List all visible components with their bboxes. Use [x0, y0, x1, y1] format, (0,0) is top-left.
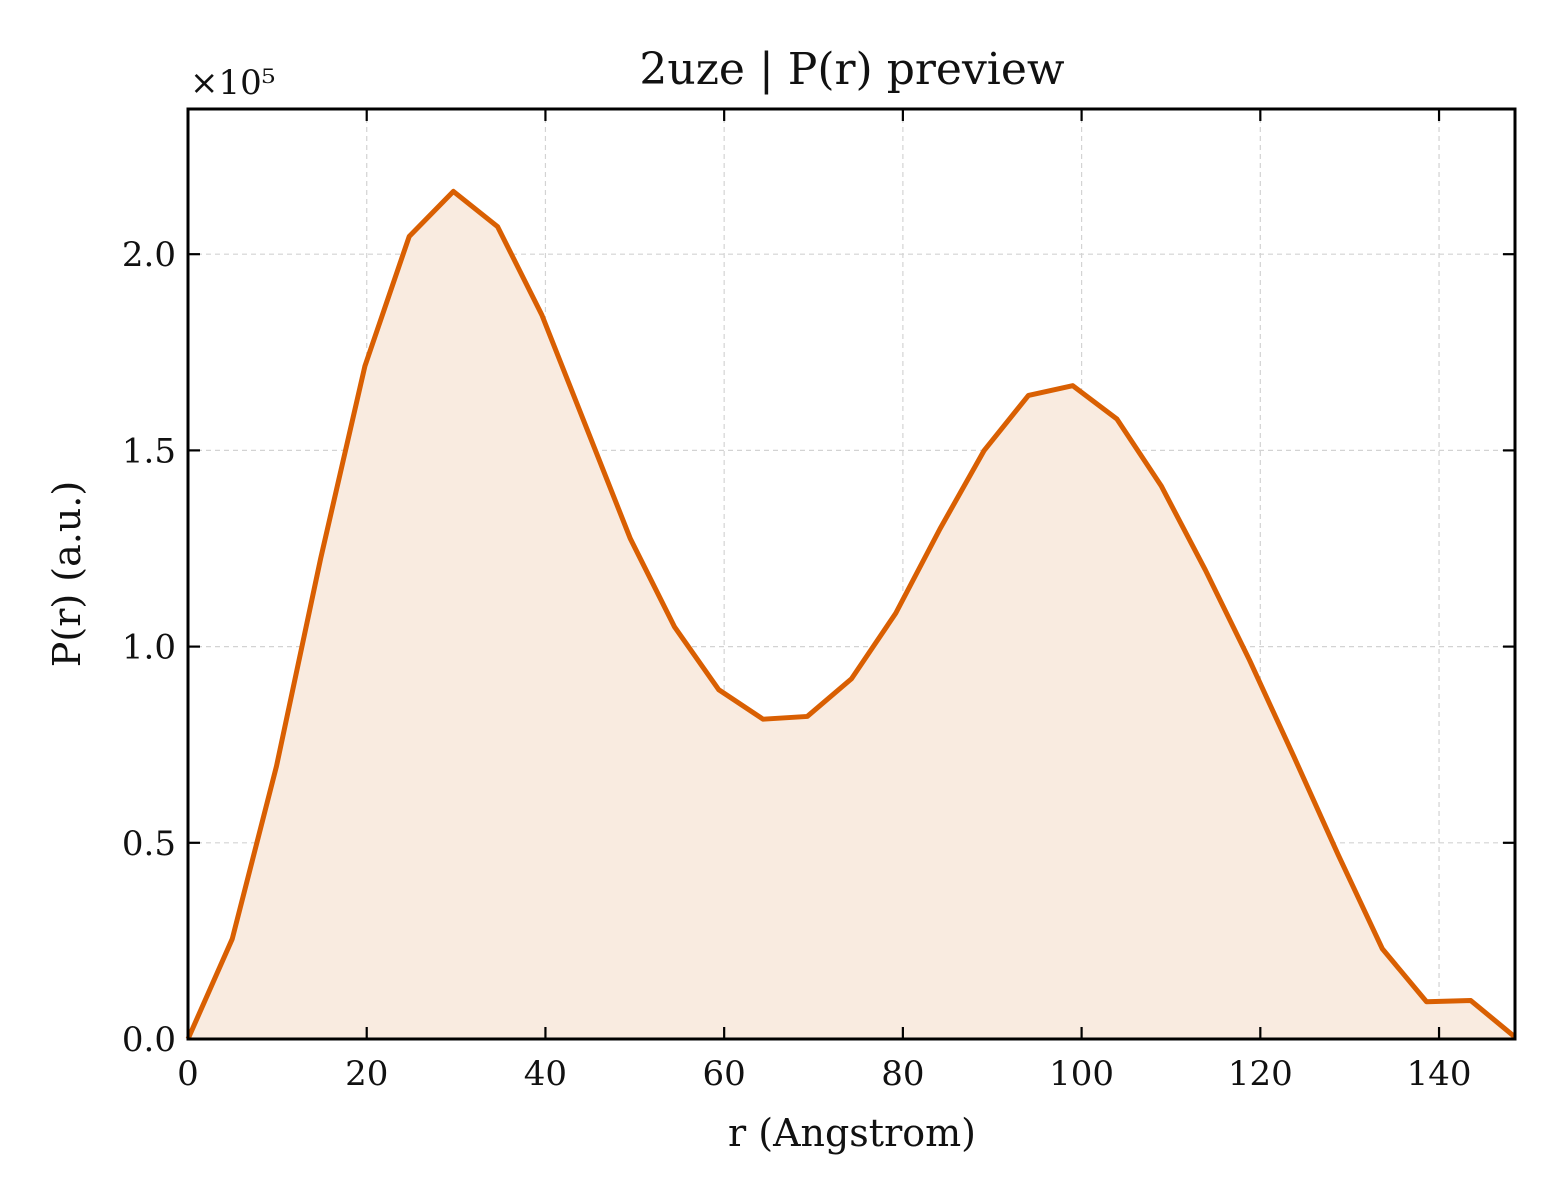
x-tick-label: 100 [1049, 1054, 1114, 1094]
chart-title: 2uze | P(r) preview [639, 44, 1065, 95]
y-tick-label: 1.0 [122, 628, 176, 668]
plot-frame [186, 107, 1517, 1041]
y-axis-label: P(r) (a.u.) [45, 481, 89, 667]
x-tick-label: 0 [177, 1054, 199, 1094]
pr-area-fill [188, 191, 1515, 1039]
x-tick-label: 140 [1407, 1054, 1472, 1094]
y-tick-label: 0.5 [122, 824, 176, 864]
y-tick-label: 2.0 [122, 235, 176, 275]
x-tick-label: 40 [524, 1054, 567, 1094]
y-offset-label: ×10⁵ [190, 63, 275, 103]
y-tick-label: 0.0 [122, 1020, 176, 1060]
tick-labels: 0 20 40 60 80 100 120 140 0.0 0.5 1.0 1.5 2.0 [122, 235, 1472, 1094]
pr-series-line [185, 188, 1517, 1041]
x-axis-label: r (Angstrom) [728, 1111, 976, 1155]
x-tick-label: 20 [345, 1054, 388, 1094]
x-tick-label: 120 [1228, 1054, 1293, 1094]
y-tick-label: 1.5 [122, 431, 176, 471]
x-tick-label: 80 [881, 1054, 924, 1094]
x-tick-label: 60 [703, 1054, 746, 1094]
